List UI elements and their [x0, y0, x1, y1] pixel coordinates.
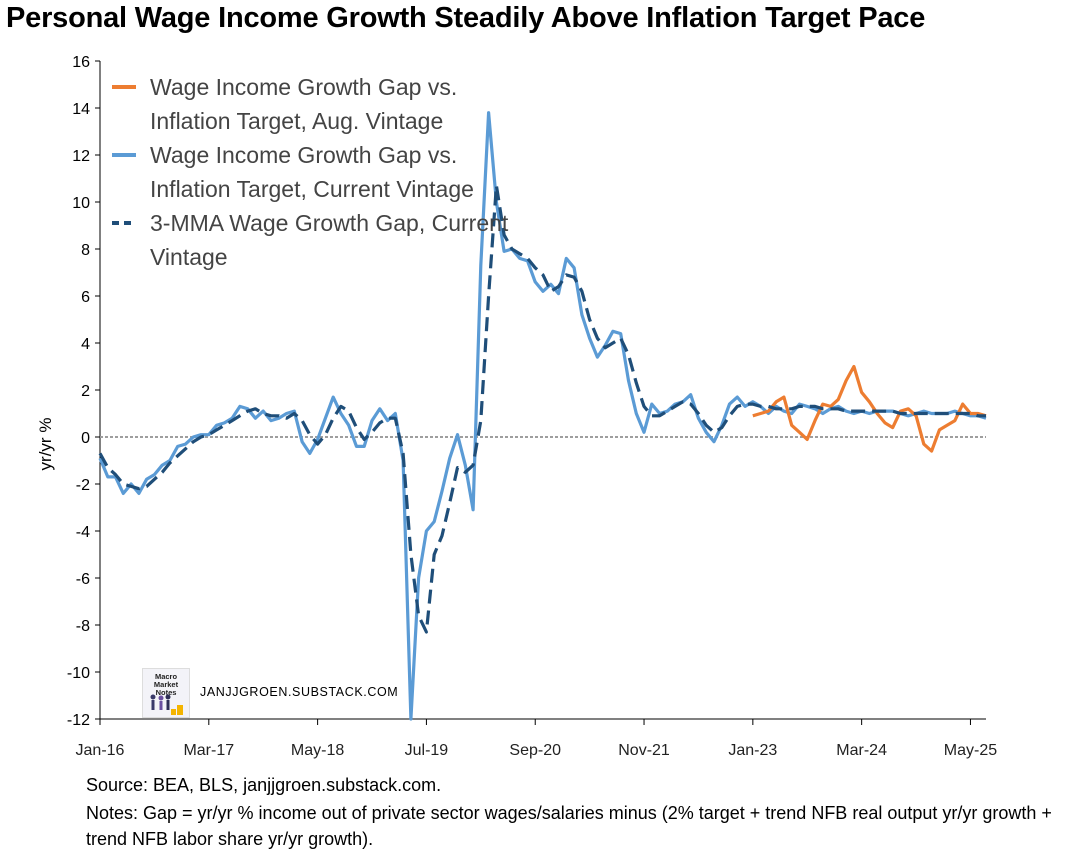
y-tick-label: 16 [72, 54, 90, 71]
x-tick-label: Sep-20 [509, 742, 561, 759]
legend-label: Wage Income Growth Gap vs. Inflation Tar… [150, 142, 474, 202]
legend-item-1: Wage Income Growth Gap vs. Inflation Tar… [112, 70, 508, 138]
y-tick-label: 6 [81, 289, 90, 306]
y-tick-label: 12 [72, 148, 90, 165]
y-tick-label: 10 [72, 195, 90, 212]
y-tick-label: -12 [67, 712, 90, 729]
y-tick-label: -8 [76, 618, 90, 635]
watermark-text: JANJJGROEN.SUBSTACK.COM [200, 685, 399, 699]
logo-text: Macro Market Notes [153, 672, 179, 697]
legend-item-2: Wage Income Growth Gap vs. Inflation Tar… [112, 138, 508, 206]
y-tick-label: -10 [67, 665, 90, 682]
macro-market-notes-logo: Macro Market Notes [142, 668, 190, 718]
y-tick-label: -4 [76, 524, 90, 541]
legend-label: Wage Income Growth Gap vs. Inflation Tar… [150, 74, 458, 134]
chart-legend: Wage Income Growth Gap vs. Inflation Tar… [112, 70, 508, 274]
source-note: Source: BEA, BLS, janjjgroen.substack.co… [86, 775, 442, 795]
y-tick-label: 4 [81, 336, 90, 353]
series-line-3 [98, 183, 986, 634]
x-tick-label: Mar-24 [836, 742, 887, 759]
legend-swatch [112, 221, 136, 225]
series-line-2 [98, 111, 987, 721]
legend-label: 3-MMA Wage Growth Gap, Current Vintage [150, 210, 509, 270]
y-tick-label: 2 [81, 383, 90, 400]
x-tick-label: May-18 [291, 742, 344, 759]
chart-axes: -12 -10 -8 -6 -4 -2 0 2 4 6 8 10 12 14 16 Jan-16 Mar-17 M… [67, 54, 997, 759]
legend-swatch [112, 85, 136, 89]
y-tick-label: 14 [72, 101, 90, 118]
x-tick-label: Jul-19 [405, 742, 449, 759]
chart-title: Personal Wage Income Growth Steadily Abo… [6, 2, 926, 34]
legend-swatch [112, 153, 136, 157]
y-tick-label: -2 [76, 477, 90, 494]
x-tick-label: Jan-16 [76, 742, 125, 759]
x-tick-label: May-25 [944, 742, 997, 759]
y-tick-label: 8 [81, 242, 90, 259]
legend-item-3: 3-MMA Wage Growth Gap, Current Vintage [112, 206, 508, 274]
series-line-1 [752, 364, 987, 453]
logo-figures-icon [150, 694, 183, 715]
x-tick-label: Jan-23 [728, 742, 777, 759]
x-tick-label: Mar-17 [183, 742, 234, 759]
chart-series [98, 111, 987, 721]
y-tick-label: 0 [81, 430, 90, 447]
x-tick-label: Nov-21 [618, 742, 670, 759]
y-axis-label: yr/yr % [36, 417, 55, 471]
notes-text: Notes: Gap = yr/yr % income out of priva… [86, 803, 1052, 849]
y-tick-label: -6 [76, 571, 90, 588]
